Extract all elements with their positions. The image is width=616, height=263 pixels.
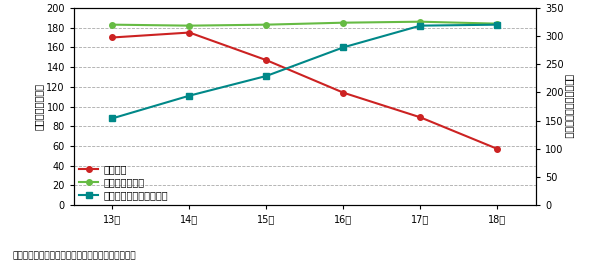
Text: 注：自動販売機台数は、日本自動販売機工業会調べ: 注：自動販売機台数は、日本自動販売機工業会調べ bbox=[12, 251, 136, 260]
Legend: 認知件数, 自動販売機台数, うち）堅牢化自動販売機: 認知件数, 自動販売機台数, うち）堅牢化自動販売機 bbox=[79, 164, 168, 200]
Y-axis label: （千件）認知件数: （千件）認知件数 bbox=[34, 83, 44, 130]
Y-axis label: 自動販売機台数（万台）: 自動販売機台数（万台） bbox=[565, 74, 575, 139]
